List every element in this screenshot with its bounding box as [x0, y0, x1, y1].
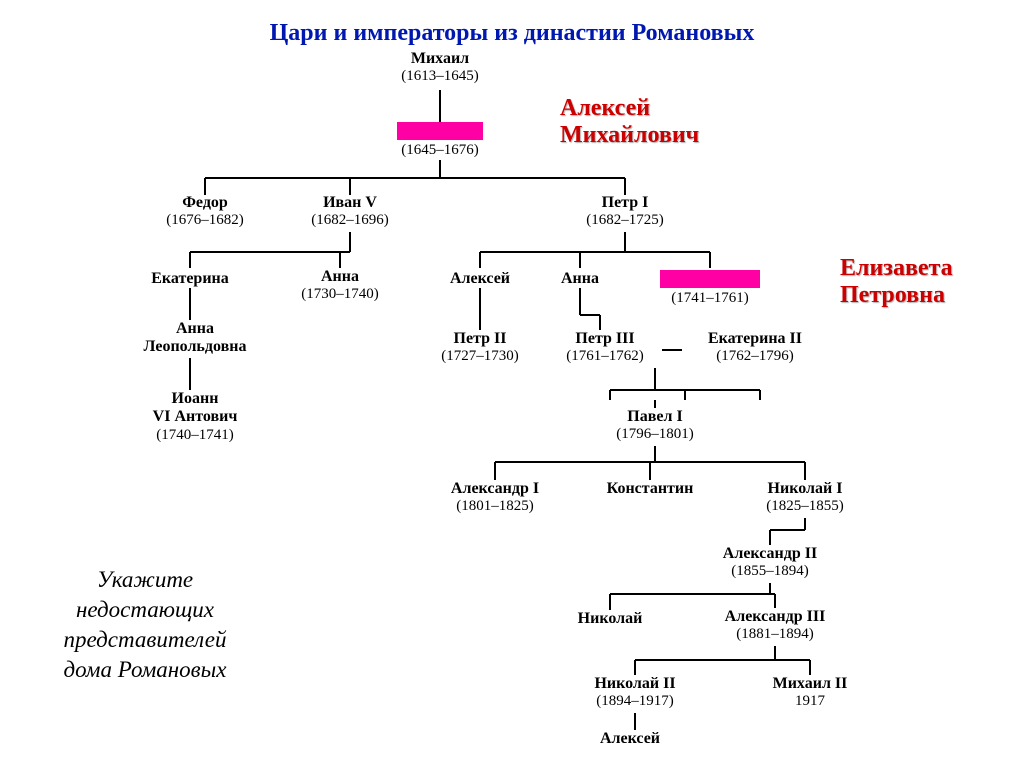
node-dates: (1676–1682): [145, 212, 265, 229]
node-aleksey_box: (1645–1676): [390, 142, 490, 159]
node-pavel1: Павел I(1796–1801): [590, 408, 720, 444]
node-name: Александр I: [420, 480, 570, 498]
answer-line: Михайлович: [560, 122, 699, 149]
question-line: представителей: [30, 625, 260, 655]
node-name: Михаил: [370, 50, 510, 68]
node-konst: Константин: [585, 480, 715, 498]
node-dates: (1613–1645): [370, 68, 510, 85]
node-dates: (1740–1741): [125, 427, 265, 444]
node-alex1: Александр I(1801–1825): [420, 480, 570, 516]
node-name: Федор: [145, 194, 265, 212]
node-dates: (1682–1696): [290, 212, 410, 229]
ans_eliz: ЕлизаветаПетровна: [840, 255, 953, 309]
node-name: Иван V: [290, 194, 410, 212]
node-dates: (1761–1762): [540, 348, 670, 365]
node-alex2: Александр II(1855–1894): [690, 545, 850, 581]
node-name: АннаЛеопольдовна: [120, 320, 270, 357]
question-text: Укажитенедостающихпредставителейдома Ром…: [30, 565, 260, 685]
node-petr3: Петр III(1761–1762): [540, 330, 670, 366]
node-fedor: Федор(1676–1682): [145, 194, 265, 230]
node-name: Константин: [585, 480, 715, 498]
node-dates: (1881–1894): [695, 626, 855, 643]
node-name: Николай II: [560, 675, 710, 693]
node-name: Петр I: [555, 194, 695, 212]
node-name: Екатерина II: [680, 330, 830, 348]
question-line: недостающих: [30, 595, 260, 625]
node-dates: (1796–1801): [590, 426, 720, 443]
node-name: Михаил II: [740, 675, 880, 693]
page-title: Цари и императоры из династии Романовых: [0, 20, 1024, 47]
node-dates: 1917: [740, 693, 880, 710]
question-line: Укажите: [30, 565, 260, 595]
node-dates: (1741–1761): [655, 290, 765, 307]
node-anna_leo: АннаЛеопольдовна: [120, 320, 270, 357]
node-name: Александр II: [690, 545, 850, 563]
node-ioann6: ИоаннVI Антович(1740–1741): [125, 390, 265, 444]
node-anna_p: Анна: [540, 270, 620, 288]
node-ivan5: Иван V(1682–1696): [290, 194, 410, 230]
node-anna: Анна(1730–1740): [280, 268, 400, 304]
answer-line: Петровна: [840, 282, 953, 309]
node-name: Николай I: [735, 480, 875, 498]
ans_aleksey: АлексейМихайлович: [560, 95, 699, 149]
node-aleksey_p: Алексей: [435, 270, 525, 288]
node-dates: (1855–1894): [690, 563, 850, 580]
node-dates: (1762–1796): [680, 348, 830, 365]
node-ekaterina: Екатерина: [135, 270, 245, 288]
node-alex3: Александр III(1881–1894): [695, 608, 855, 644]
node-nik1: Николай I(1825–1855): [735, 480, 875, 516]
node-mih2: Михаил II1917: [740, 675, 880, 711]
question-line: дома Романовых: [30, 655, 260, 685]
node-name: Анна: [540, 270, 620, 288]
node-name: Николай: [555, 610, 665, 628]
node-dates: (1727–1730): [415, 348, 545, 365]
node-name: Александр III: [695, 608, 855, 626]
node-dates: (1825–1855): [735, 498, 875, 515]
node-dates: (1730–1740): [280, 286, 400, 303]
node-name: ИоаннVI Антович: [125, 390, 265, 427]
node-name: Алексей: [435, 270, 525, 288]
node-name: Павел I: [590, 408, 720, 426]
answer-line: Елизавета: [840, 255, 953, 282]
node-mikhail: Михаил(1613–1645): [370, 50, 510, 86]
node-name: Анна: [280, 268, 400, 286]
node-nikolay: Николай: [555, 610, 665, 628]
blank-box-aleksey_box: [397, 122, 483, 140]
node-dates: (1682–1725): [555, 212, 695, 229]
node-name: Екатерина: [135, 270, 245, 288]
node-ekat2: Екатерина II(1762–1796): [680, 330, 830, 366]
node-petr2: Петр II(1727–1730): [415, 330, 545, 366]
node-dates: (1645–1676): [390, 142, 490, 159]
node-nik2: Николай II(1894–1917): [560, 675, 710, 711]
node-name: Петр III: [540, 330, 670, 348]
node-name: Алексей: [575, 730, 685, 748]
node-name: Петр II: [415, 330, 545, 348]
answer-line: Алексей: [560, 95, 699, 122]
node-dates: (1801–1825): [420, 498, 570, 515]
node-dates: (1894–1917): [560, 693, 710, 710]
node-petr1: Петр I(1682–1725): [555, 194, 695, 230]
node-aleksey_n: Алексей: [575, 730, 685, 748]
node-eliz_box: (1741–1761): [655, 290, 765, 307]
blank-box-eliz_box: [660, 270, 760, 288]
